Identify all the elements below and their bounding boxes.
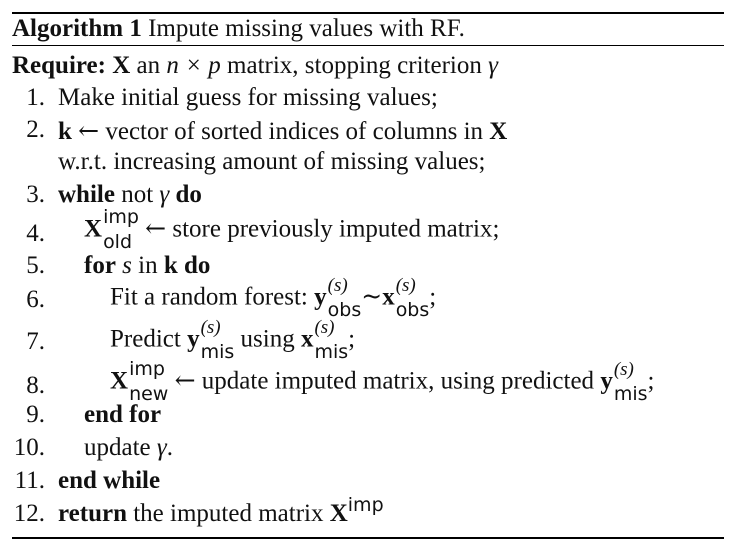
line-number: 2. <box>26 116 45 143</box>
line-text: store previously imputed matrix; <box>172 215 500 243</box>
superscript-s: (s) <box>314 317 335 338</box>
superscript-imp: imp <box>347 494 384 516</box>
superscript-imp: imp <box>129 358 165 380</box>
s-symbol: s <box>122 252 132 279</box>
algorithm-line-9: 9. end for <box>0 401 738 433</box>
line-text: Fit a random forest: <box>110 283 308 311</box>
y-symbol: y <box>187 325 200 353</box>
y-symbol: y <box>314 283 327 311</box>
algorithm-caption: Algorithm 1 Impute missing values with R… <box>12 16 465 42</box>
matrix-symbol: X <box>84 215 103 243</box>
gamma-symbol: γ <box>488 52 498 79</box>
gamma-symbol: γ <box>156 434 167 461</box>
superscript-s: (s) <box>395 275 416 296</box>
superscript-s: (s) <box>200 317 221 338</box>
line-text: Predict <box>110 325 181 353</box>
require-keyword: Require: <box>12 52 106 79</box>
superscript-imp: imp <box>103 206 139 228</box>
line-number: 1. <box>26 84 45 111</box>
do-keyword: do <box>184 252 211 279</box>
do-keyword: do <box>175 181 202 208</box>
algorithm-label: Algorithm 1 <box>12 15 142 42</box>
algorithm-line-12: 12. return the imputed matrix Ximp <box>0 494 738 532</box>
require-text: matrix, stopping criterion <box>227 52 482 79</box>
subscript-old: old <box>103 231 133 253</box>
subscript-obs: obs <box>327 299 362 321</box>
algorithm-line-1: 1. Make initial guess for missing values… <box>0 84 738 116</box>
line-text-using: using <box>240 325 295 353</box>
algorithm-line-5: 5. for s in k do <box>0 252 738 284</box>
semicolon: ; <box>647 367 655 395</box>
require-text-an: an <box>136 52 161 79</box>
algorithm-line-11: 11. end while <box>0 467 738 499</box>
line-number: 6. <box>26 286 45 313</box>
superscript-s: (s) <box>613 359 634 380</box>
subscript-new: new <box>129 383 169 405</box>
caption-rule <box>12 45 724 46</box>
superscript-s: (s) <box>327 275 348 296</box>
line-text: update <box>84 434 151 461</box>
require-line: Require: X an n × p matrix, stopping cri… <box>0 52 738 84</box>
gamma-symbol: γ <box>159 181 170 208</box>
algorithm-title: Impute missing values with RF. <box>148 15 465 42</box>
line-text: the imputed matrix <box>133 500 324 527</box>
algorithm-line-10: 10. update γ. <box>0 434 738 466</box>
line-number: 7. <box>26 328 45 355</box>
return-keyword: return <box>58 500 127 527</box>
while-keyword: while <box>58 181 115 208</box>
x-symbol: x <box>300 325 314 353</box>
k-symbol: k <box>163 252 178 279</box>
require-dims: n × p <box>166 52 221 79</box>
end-for-keyword: end for <box>84 401 162 428</box>
left-arrow: ← <box>78 116 100 145</box>
line-number: 4. <box>26 220 45 247</box>
for-keyword: for <box>84 252 116 279</box>
semicolon: ; <box>348 325 356 353</box>
subscript-obs: obs <box>395 299 430 321</box>
matrix-symbol: X <box>112 52 131 79</box>
line-text: Make initial guess for missing values; <box>58 84 438 111</box>
algorithm-line-2-continued: w.r.t. increasing amount of missing valu… <box>0 148 738 180</box>
line-number: 9. <box>26 401 45 428</box>
subscript-mis: mis <box>613 383 648 405</box>
left-arrow: ← <box>174 365 196 395</box>
line-number: 3. <box>26 181 45 208</box>
algorithm-line-7: 7. Predict y (s) mis using x (s) mis; <box>0 318 738 362</box>
subscript-mis: mis <box>314 341 349 363</box>
k-symbol: k <box>58 118 72 145</box>
line-text: update imputed matrix, using predicted <box>201 367 595 395</box>
subscript-mis: mis <box>200 341 235 363</box>
y-symbol: y <box>600 367 613 395</box>
algorithm-line-6: 6. Fit a random forest: y (s) obs ~x (s) obs; <box>0 276 738 320</box>
algorithm-line-3: 3. while not γ do <box>0 181 738 213</box>
x-symbol: x <box>382 283 395 311</box>
semicolon: ; <box>429 283 437 311</box>
bottom-rule <box>12 537 724 539</box>
line-text: in <box>138 252 158 279</box>
left-arrow: ← <box>145 213 167 243</box>
tilde-operator: ~ <box>361 281 383 311</box>
algorithm-line-2: 2. k ← vector of sorted indices of colum… <box>0 116 738 148</box>
line-text: vector of sorted indices of columns in <box>105 118 484 145</box>
line-number: 11. <box>14 467 45 494</box>
top-rule <box>12 12 724 14</box>
line-number: 5. <box>26 252 45 279</box>
matrix-symbol: X <box>110 367 129 395</box>
end-while-keyword: end while <box>58 467 161 494</box>
matrix-symbol: X <box>489 118 508 145</box>
line-text: not <box>121 181 154 208</box>
line-number: 10. <box>13 434 45 461</box>
line-number: 8. <box>26 372 45 399</box>
matrix-symbol: X <box>329 500 348 527</box>
line-text: w.r.t. increasing amount of missing valu… <box>58 148 486 175</box>
period: . <box>166 434 173 461</box>
line-number: 12. <box>13 500 45 527</box>
